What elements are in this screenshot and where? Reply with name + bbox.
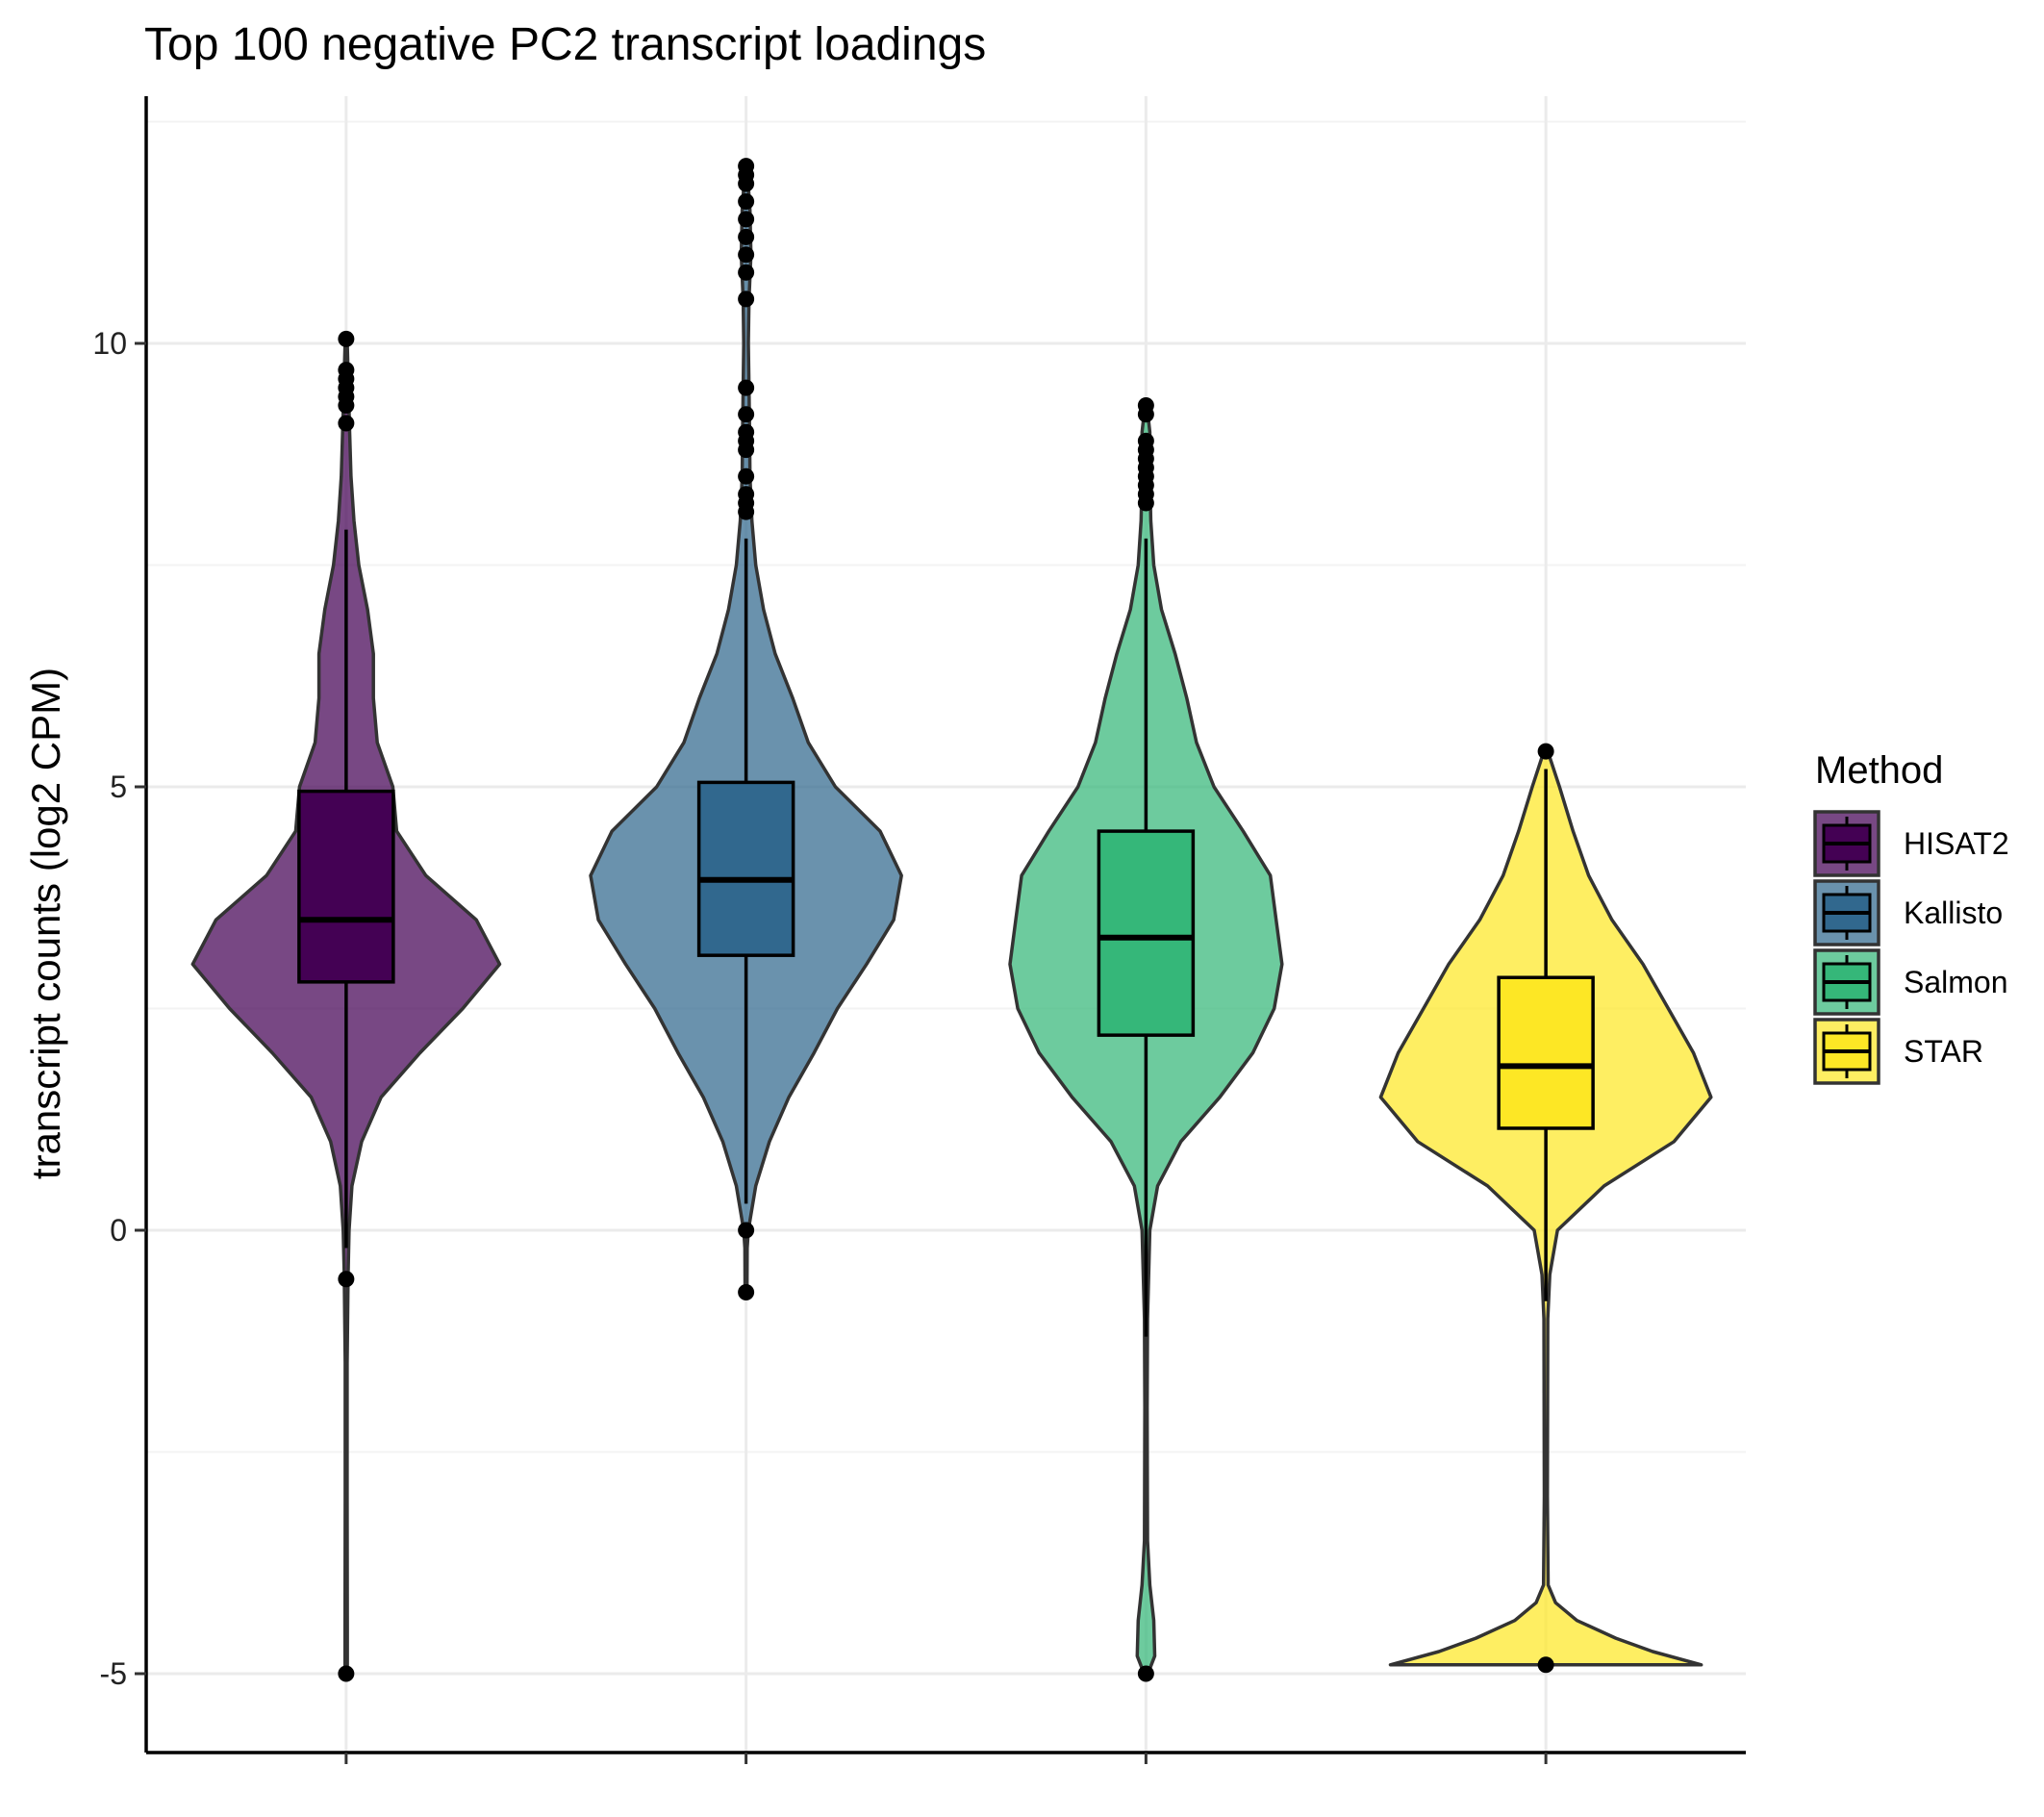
box-iqr bbox=[1097, 829, 1196, 1037]
outlier-point bbox=[338, 330, 355, 347]
boxplot-kallisto bbox=[696, 538, 795, 1204]
outlier-point bbox=[1537, 1656, 1554, 1674]
outlier-point bbox=[738, 228, 755, 245]
outlier-point bbox=[738, 175, 755, 192]
outlier-point bbox=[338, 1271, 355, 1288]
outlier-point bbox=[338, 1665, 355, 1682]
outlier-point bbox=[738, 192, 755, 210]
box-iqr bbox=[696, 780, 795, 957]
outlier-point bbox=[1137, 406, 1154, 423]
outlier-point bbox=[738, 290, 755, 308]
legend-item-hisat2: HISAT2 bbox=[1813, 810, 2009, 877]
outlier-point bbox=[738, 246, 755, 264]
outlier-point bbox=[1537, 743, 1554, 760]
legend-label: HISAT2 bbox=[1904, 826, 2009, 861]
outlier-point bbox=[738, 264, 755, 281]
axes: -5 0 5 10 bbox=[92, 96, 1746, 1764]
y-tick-label: 5 bbox=[110, 770, 127, 804]
legend-item-star: STAR bbox=[1813, 1018, 1983, 1085]
outlier-point bbox=[738, 467, 755, 485]
outlier-point bbox=[738, 1222, 755, 1239]
y-tick-label: 0 bbox=[110, 1213, 127, 1248]
boxplot-star bbox=[1497, 769, 1595, 1301]
outlier-point bbox=[738, 406, 755, 423]
outlier-point bbox=[338, 397, 355, 415]
outlier-point bbox=[738, 379, 755, 396]
outlier-point bbox=[1137, 494, 1154, 512]
legend-item-salmon: Salmon bbox=[1813, 948, 2008, 1016]
y-tick-label: -5 bbox=[100, 1656, 127, 1691]
outlier-point bbox=[738, 503, 755, 520]
legend-label: Kallisto bbox=[1904, 896, 2003, 930]
outlier-point bbox=[738, 211, 755, 228]
outlier-point bbox=[338, 415, 355, 432]
legend: Method HISAT2 Kallisto Salmon STAR bbox=[1813, 749, 2009, 1085]
chart-title: Top 100 negative PC2 transcript loadings bbox=[144, 19, 986, 70]
legend-item-kallisto: Kallisto bbox=[1813, 879, 2003, 946]
legend-label: STAR bbox=[1904, 1034, 1983, 1069]
box-iqr bbox=[1497, 975, 1595, 1130]
outlier-point bbox=[738, 442, 755, 459]
outlier-point bbox=[738, 1284, 755, 1301]
boxplot-salmon bbox=[1097, 538, 1196, 1337]
legend-label: Salmon bbox=[1904, 965, 2008, 999]
legend-title: Method bbox=[1815, 749, 1943, 792]
y-tick-label: 10 bbox=[92, 326, 127, 361]
boxplot-hisat2 bbox=[297, 529, 395, 1249]
y-axis-title: transcript counts (log2 CPM) bbox=[23, 668, 68, 1179]
outlier-layer bbox=[338, 158, 1554, 1682]
boxplot-layer bbox=[297, 529, 1595, 1337]
outlier-point bbox=[1137, 1665, 1154, 1682]
violin-layer bbox=[190, 164, 1713, 1676]
box-iqr bbox=[297, 789, 395, 984]
